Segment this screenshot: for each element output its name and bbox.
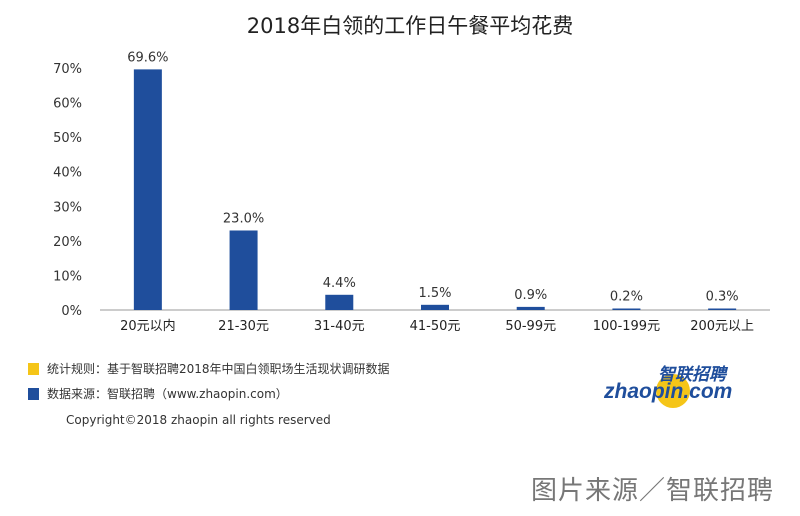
chart-title: 2018年白领的工作日午餐平均花费 [247, 14, 573, 38]
bar [612, 308, 641, 310]
logo-dot-icon [656, 374, 690, 408]
x-tick-label: 200元以上 [690, 319, 754, 334]
bar [516, 306, 545, 310]
bar [229, 230, 258, 310]
x-tick-label: 41-50元 [410, 319, 461, 334]
data-label: 69.6% [127, 50, 168, 65]
bars [133, 69, 737, 310]
bar-chart: 2018年白领的工作日午餐平均花费 0% 10% 20% 30% 40% 50% 60% 70… [53, 14, 770, 334]
y-tick-label: 40% [53, 166, 82, 181]
y-tick-label: 20% [53, 235, 82, 250]
y-tick-label: 0% [61, 304, 82, 319]
x-tick-label: 20元以内 [120, 318, 176, 334]
y-axis-ticks: 0% 10% 20% 30% 40% 50% 60% 70% [53, 62, 82, 319]
logo-cn-text: 智联招聘 [658, 365, 726, 385]
data-label: 0.2% [610, 290, 643, 305]
bar [133, 69, 162, 310]
copyright-text: Copyright©2018 zhaopin all rights reserv… [66, 413, 331, 427]
bar [421, 304, 449, 310]
x-tick-label: 100-199元 [593, 319, 660, 334]
bar [708, 308, 737, 310]
logo-en-text: zhaopin.com [604, 380, 733, 403]
data-label: 23.0% [223, 211, 264, 226]
x-tick-label: 21-30元 [218, 319, 269, 334]
x-axis-ticks: 20元以内 21-30元 31-40元 41-50元 50-99元 100-199元 200… [120, 318, 754, 334]
source-swatch [28, 387, 39, 400]
x-tick-label: 50-99元 [505, 319, 556, 334]
note-rule: 统计规则：基于智联招聘2018年中国白领职场生活现状调研数据 [28, 360, 390, 377]
data-label: 1.5% [418, 286, 451, 301]
x-tick-label: 31-40元 [314, 319, 365, 334]
note-rule-text: 统计规则：基于智联招聘2018年中国白领职场生活现状调研数据 [47, 362, 390, 376]
zhaopin-logo: 智联招聘 zhaopin.com [604, 360, 734, 410]
data-label: 4.4% [323, 276, 356, 291]
bar [325, 294, 354, 310]
note-source: 数据来源：智联招聘（www.zhaopin.com） [28, 385, 288, 402]
image-source-caption: 图片来源／智联招聘 [530, 476, 774, 506]
y-tick-label: 70% [53, 62, 82, 77]
y-tick-label: 60% [53, 97, 82, 112]
data-label: 0.9% [514, 288, 547, 303]
y-tick-label: 10% [53, 269, 82, 284]
y-tick-label: 50% [53, 131, 82, 146]
data-label: 0.3% [706, 290, 739, 305]
y-tick-label: 30% [53, 200, 82, 215]
data-labels: 69.6% 23.0% 4.4% 1.5% 0.9% 0.2% 0.3% [127, 50, 738, 304]
rule-swatch [28, 362, 39, 375]
note-source-text: 数据来源：智联招聘（www.zhaopin.com） [47, 387, 288, 401]
